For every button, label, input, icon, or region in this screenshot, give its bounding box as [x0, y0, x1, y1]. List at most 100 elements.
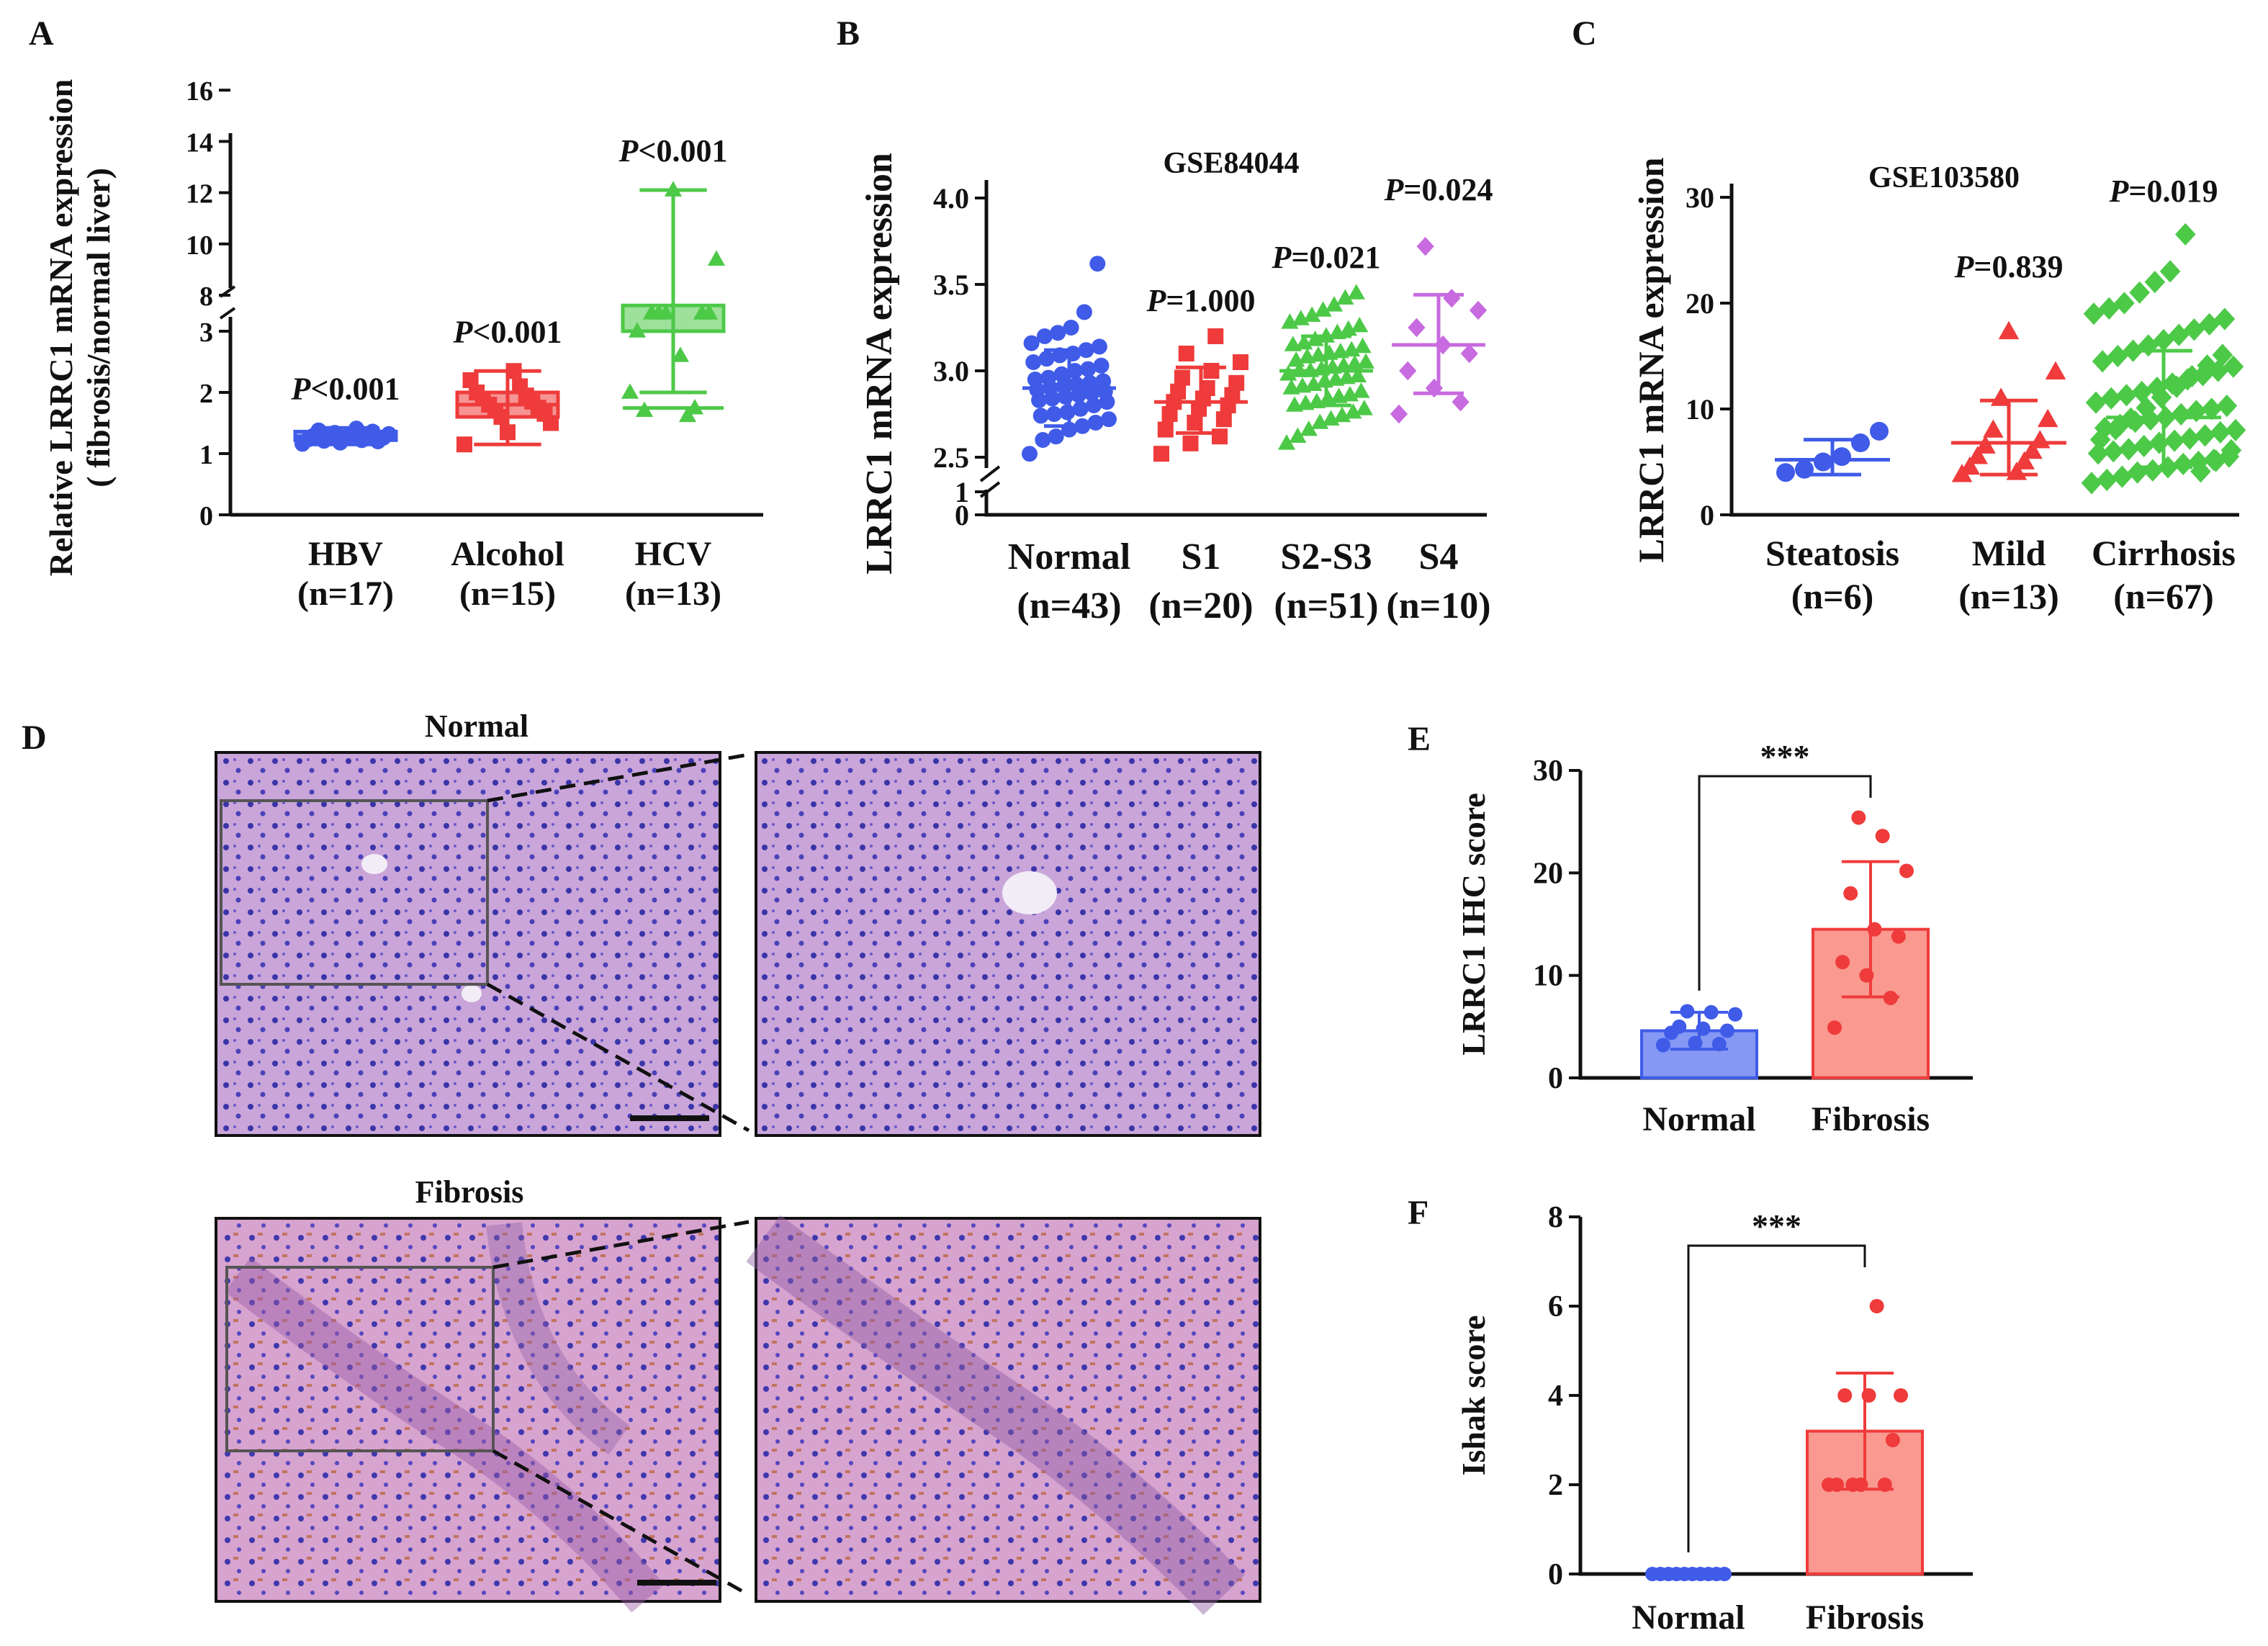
y-tick-label: 10	[1686, 393, 1714, 426]
x-tick-count: (n=13)	[1958, 576, 2059, 616]
data-point	[1967, 446, 1988, 464]
normal-zoom-line	[487, 752, 750, 803]
data-point	[2179, 427, 2200, 450]
y-axis-label: Ishak score	[1455, 1316, 1492, 1476]
chart-f: 0 2 4 6 8 Ishak score Normal Fibrosis ***	[1455, 1201, 1973, 1637]
data-point	[2087, 442, 2109, 465]
data-point	[1983, 419, 2004, 438]
data-point	[1885, 1433, 1900, 1447]
data-point	[1851, 433, 1870, 453]
data-point	[1859, 968, 1874, 983]
y-tick-label: 3	[199, 318, 213, 348]
bar	[1806, 1429, 1924, 1575]
data-point	[2220, 439, 2242, 462]
y-tick-label: 0	[1700, 499, 1714, 531]
data-point	[2136, 396, 2157, 420]
data-point	[1157, 421, 1174, 438]
data-point	[1174, 369, 1190, 386]
y-tick-label: 2.5	[933, 441, 969, 474]
data-point	[2172, 452, 2194, 476]
y-tick-label: 4.0	[933, 182, 969, 215]
y-tick-label: 1	[955, 476, 969, 508]
y-axis-label: LRRC1 mRNA expression	[1631, 157, 1671, 562]
data-point	[1086, 397, 1102, 413]
data-point	[2085, 391, 2107, 414]
data-point	[1875, 829, 1890, 844]
data-point	[1091, 338, 1107, 355]
data-point	[364, 423, 381, 440]
axis-line	[984, 180, 1487, 517]
data-point	[1717, 1567, 1732, 1581]
axis-line	[228, 133, 763, 517]
normal-zoom-vessel	[1002, 871, 1057, 914]
data-point	[1894, 1388, 1908, 1403]
data-point	[512, 378, 528, 395]
data-point	[1347, 284, 1365, 300]
data-point	[2197, 354, 2218, 377]
data-point	[1669, 1567, 1684, 1581]
p-value-label: P<0.001	[291, 371, 400, 406]
panel-label-e: E	[1408, 720, 1431, 758]
data-point	[1425, 378, 1443, 398]
fibrosis-zoom-septum	[746, 1215, 1245, 1615]
x-tick-label: Fibrosis	[1812, 1100, 1930, 1138]
significance-stars: ***	[1752, 1207, 1801, 1244]
normal-zoom-box	[220, 799, 489, 986]
panel-label-c: C	[1572, 14, 1597, 53]
data-point	[1053, 366, 1070, 382]
data-point	[1711, 1037, 1727, 1052]
data-point	[1023, 335, 1040, 351]
data-point	[2114, 292, 2135, 315]
data-point	[1048, 428, 1064, 445]
data-point	[1443, 289, 1461, 308]
data-point	[1046, 406, 1063, 422]
x-tick-label: HBV	[308, 535, 383, 573]
significance-bracket	[1698, 775, 1872, 991]
panel-label-b: B	[837, 14, 860, 53]
x-tick-label: Mild	[1972, 533, 2046, 573]
data-point	[1719, 1023, 1734, 1038]
data-point	[1089, 256, 1106, 272]
fibrosis-zoom-line	[492, 1220, 750, 1269]
data-point	[1356, 353, 1375, 369]
y-tick-label: 8	[1548, 1201, 1563, 1234]
data-point	[2116, 384, 2137, 407]
data-point	[1027, 372, 1043, 387]
data-point	[1022, 446, 1038, 462]
y-axis-label-2: ( fibrosis/normal liver)	[80, 168, 117, 487]
data-point	[1837, 1388, 1853, 1403]
data-point	[1072, 400, 1089, 417]
y-tick-label: 3.5	[933, 269, 969, 301]
data-point	[2092, 350, 2113, 373]
data-point	[2037, 408, 2058, 428]
y-tick-label: 0	[1548, 1558, 1563, 1591]
p-value-label: P<0.001	[453, 314, 562, 349]
data-point	[1199, 380, 1215, 396]
data-point	[664, 181, 683, 197]
data-point	[2107, 344, 2128, 368]
data-point	[1040, 369, 1057, 386]
fibrotic-septum	[486, 1222, 630, 1455]
chart-title: GSE103580	[1868, 161, 2020, 194]
data-point	[621, 383, 639, 399]
data-point	[1851, 810, 1866, 825]
y-tick-label: 0	[1548, 1062, 1563, 1095]
data-point	[1187, 415, 1203, 431]
p-value-label: P<0.001	[618, 133, 728, 168]
data-point	[1050, 325, 1066, 341]
data-point	[1303, 306, 1321, 322]
data-point	[2170, 402, 2192, 426]
chart-title: GSE84044	[1163, 147, 1299, 180]
data-point	[2022, 440, 2043, 459]
x-tick-label: Normal	[1642, 1100, 1755, 1138]
p-value-label: P=0.021	[1272, 240, 1381, 275]
data-point	[469, 384, 485, 400]
data-point	[1399, 361, 1417, 381]
normal-image-title: Normal	[425, 709, 528, 744]
data-point	[657, 304, 675, 320]
data-point	[348, 421, 364, 437]
data-point	[1452, 392, 1470, 412]
panel-d: Normal Fibrosis	[215, 709, 1261, 1615]
data-point	[310, 422, 327, 439]
